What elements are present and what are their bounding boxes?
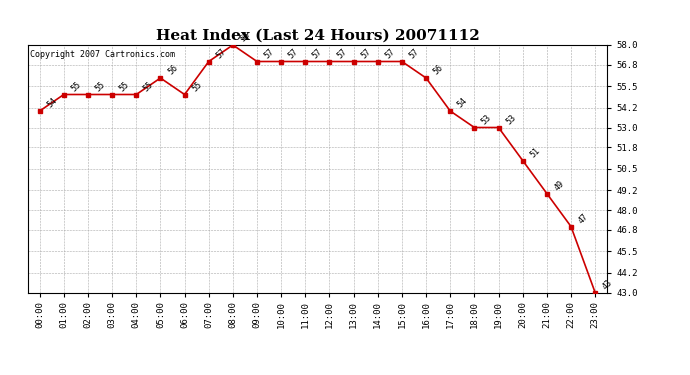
Text: 55: 55	[190, 80, 204, 93]
Text: 57: 57	[215, 46, 228, 60]
Title: Heat Index (Last 24 Hours) 20071112: Heat Index (Last 24 Hours) 20071112	[155, 28, 480, 42]
Text: Copyright 2007 Cartronics.com: Copyright 2007 Cartronics.com	[30, 50, 175, 59]
Text: 43: 43	[601, 278, 614, 291]
Text: 54: 54	[46, 96, 59, 109]
Text: 47: 47	[577, 211, 590, 225]
Text: 57: 57	[263, 46, 276, 60]
Text: 54: 54	[456, 96, 469, 109]
Text: 55: 55	[94, 80, 107, 93]
Text: 57: 57	[384, 46, 397, 60]
Text: 57: 57	[287, 46, 300, 60]
Text: 58: 58	[239, 30, 252, 44]
Text: 55: 55	[70, 80, 83, 93]
Text: 56: 56	[432, 63, 445, 76]
Text: 56: 56	[166, 63, 179, 76]
Text: 57: 57	[335, 46, 348, 60]
Text: 55: 55	[118, 80, 131, 93]
Text: 57: 57	[359, 46, 373, 60]
Text: 53: 53	[504, 112, 518, 126]
Text: 49: 49	[553, 178, 566, 192]
Text: 51: 51	[529, 146, 542, 159]
Text: 53: 53	[480, 112, 493, 126]
Text: 55: 55	[142, 80, 155, 93]
Text: 57: 57	[408, 46, 421, 60]
Text: 57: 57	[311, 46, 324, 60]
